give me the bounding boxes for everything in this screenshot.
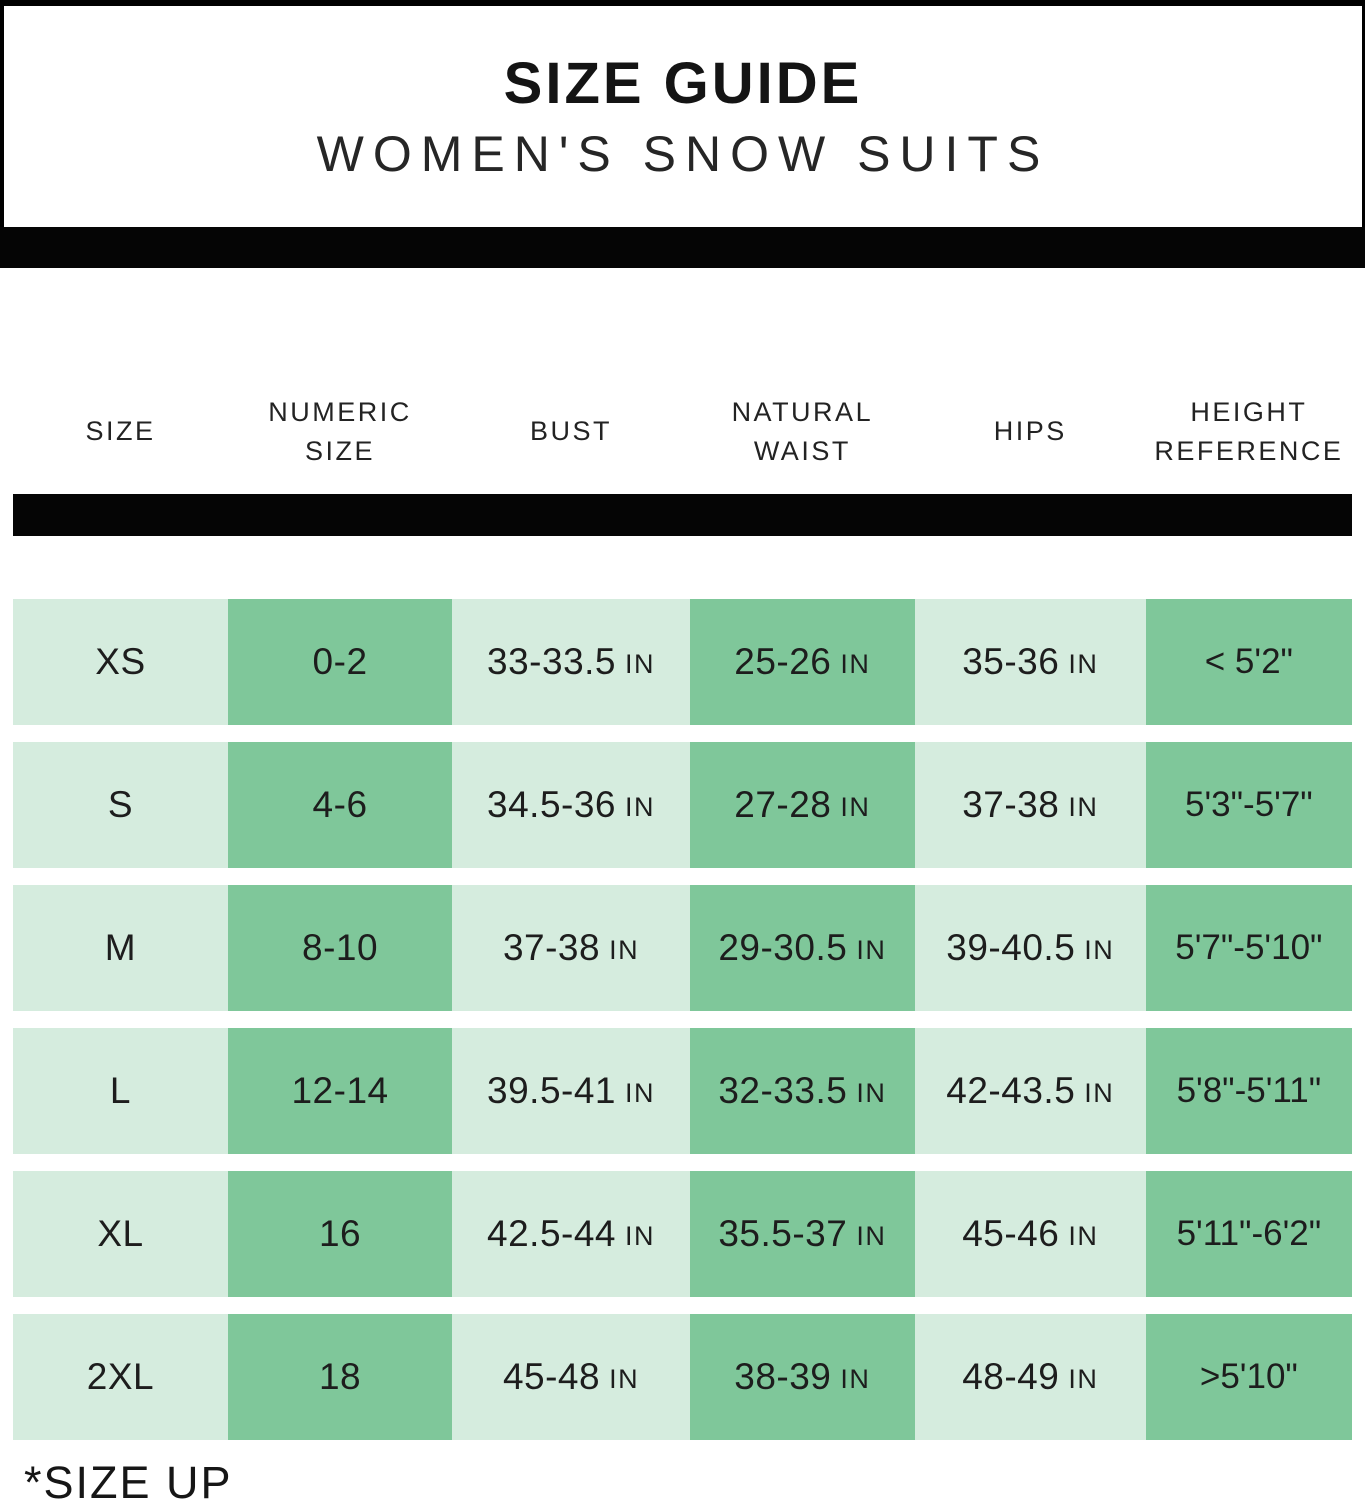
page-title: SIZE GUIDE: [503, 50, 863, 116]
cell-hips: 45-46 IN: [914, 1171, 1146, 1297]
cell-size: 2XL: [13, 1314, 228, 1440]
cell-bust: 39.5-41 IN: [452, 1028, 690, 1154]
cell-hips: 39-40.5 IN: [914, 885, 1146, 1011]
header-divider-bar: [13, 494, 1352, 536]
cell-hips: 37-38 IN: [914, 742, 1146, 868]
cell-numeric-size: 0-2: [227, 599, 453, 725]
cell-bust: 34.5-36 IN: [452, 742, 690, 868]
column-header-hips: HIPS: [993, 416, 1067, 447]
table-row-xl: XL 16 42.5-44 IN 35.5-37 IN 45-46 IN 5'11"-…: [13, 1171, 1352, 1297]
cell-natural-waist: 32-33.5 IN: [689, 1028, 915, 1154]
cell-size: XL: [13, 1171, 228, 1297]
cell-natural-waist: 25-26 IN: [689, 599, 915, 725]
cell-height-reference: 5'7"-5'10": [1145, 885, 1352, 1011]
cell-numeric-size: 12-14: [227, 1028, 453, 1154]
column-header-numeric-size: NUMERIC SIZE: [268, 396, 412, 466]
cell-natural-waist: 29-30.5 IN: [689, 885, 915, 1011]
cell-size: S: [13, 742, 228, 868]
header-black-bar: [0, 227, 1365, 268]
column-header-size: SIZE: [85, 416, 156, 447]
column-header-height-reference: HEIGHT REFERENCE: [1154, 396, 1344, 466]
cell-hips: 48-49 IN: [914, 1314, 1146, 1440]
cell-hips: 35-36 IN: [914, 599, 1146, 725]
cell-bust: 33-33.5 IN: [452, 599, 690, 725]
cell-height-reference: 5'8"-5'11": [1145, 1028, 1352, 1154]
cell-bust: 45-48 IN: [452, 1314, 690, 1440]
table-row-l: L 12-14 39.5-41 IN 32-33.5 IN 42-43.5 IN 5'…: [13, 1028, 1352, 1154]
cell-hips: 42-43.5 IN: [914, 1028, 1146, 1154]
cell-natural-waist: 38-39 IN: [689, 1314, 915, 1440]
size-table: XS 0-2 33-33.5 IN 25-26 IN 35-36 IN < 5'2" …: [0, 599, 1365, 1440]
cell-numeric-size: 16: [227, 1171, 453, 1297]
column-header-bust: BUST: [530, 416, 613, 447]
cell-height-reference: >5'10": [1145, 1314, 1352, 1440]
size-guide-header: SIZE GUIDE WOMEN'S SNOW SUITS: [0, 0, 1365, 227]
cell-bust: 37-38 IN: [452, 885, 690, 1011]
cell-natural-waist: 27-28 IN: [689, 742, 915, 868]
cell-numeric-size: 4-6: [227, 742, 453, 868]
cell-numeric-size: 8-10: [227, 885, 453, 1011]
cell-height-reference: < 5'2": [1145, 599, 1352, 725]
cell-bust: 42.5-44 IN: [452, 1171, 690, 1297]
table-row-2xl: 2XL 18 45-48 IN 38-39 IN 48-49 IN >5'10": [13, 1314, 1352, 1440]
table-column-headers: SIZE NUMERIC SIZE BUST NATURAL WAIST HIP…: [13, 268, 1352, 478]
size-up-footnote: *SIZE UP: [24, 1457, 233, 1500]
column-header-natural-waist: NATURAL WAIST: [731, 396, 874, 466]
cell-height-reference: 5'3"-5'7": [1145, 742, 1352, 868]
cell-numeric-size: 18: [227, 1314, 453, 1440]
cell-height-reference: 5'11"-6'2": [1145, 1171, 1352, 1297]
cell-size: M: [13, 885, 228, 1011]
cell-natural-waist: 35.5-37 IN: [689, 1171, 915, 1297]
cell-size: L: [13, 1028, 228, 1154]
table-row-xs: XS 0-2 33-33.5 IN 25-26 IN 35-36 IN < 5'2": [13, 599, 1352, 725]
page-subtitle: WOMEN'S SNOW SUITS: [316, 125, 1050, 182]
cell-size: XS: [13, 599, 228, 725]
table-row-s: S 4-6 34.5-36 IN 27-28 IN 37-38 IN 5'3"-5'7…: [13, 742, 1352, 868]
table-row-m: M 8-10 37-38 IN 29-30.5 IN 39-40.5 IN 5'7"-…: [13, 885, 1352, 1011]
